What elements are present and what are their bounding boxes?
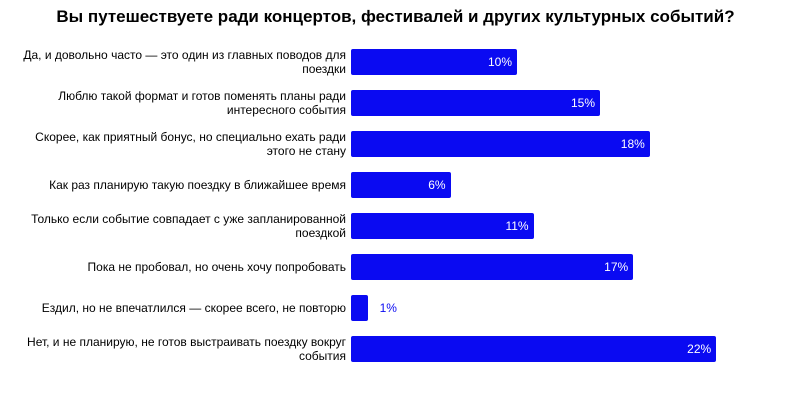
value-label: 6%	[428, 178, 446, 192]
bar	[351, 172, 451, 198]
category-label: Да, и довольно часто — это один из главн…	[23, 48, 346, 76]
bar	[351, 90, 600, 116]
value-label: 18%	[620, 137, 645, 151]
category-label: Люблю такой формат и готов поменять план…	[58, 89, 346, 117]
category-label: Только если событие совпадает с уже запл…	[31, 212, 346, 240]
value-label: 11%	[505, 219, 529, 233]
category-label: Скорее, как приятный бонус, но специальн…	[35, 130, 346, 158]
value-label: 1%	[379, 301, 397, 315]
category-label: Ездил, но не впечатлился — скорее всего,…	[41, 301, 346, 315]
category-label: Как раз планирую такую поездку в ближайш…	[49, 178, 346, 192]
category-label: Нет, и не планирую, не готов выстраивать…	[27, 335, 346, 363]
bar	[351, 213, 534, 239]
bar	[351, 295, 368, 321]
value-label: 10%	[487, 55, 512, 69]
value-label: 15%	[570, 96, 595, 110]
bar	[351, 336, 717, 362]
bar	[351, 49, 517, 75]
value-label: 17%	[604, 260, 629, 274]
bar	[351, 131, 650, 157]
category-label: Пока не пробовал, но очень хочу попробов…	[87, 260, 346, 274]
bar	[351, 254, 634, 280]
value-label: 22%	[687, 342, 712, 356]
chart-title: Вы путешествуете ради концертов, фестива…	[56, 7, 735, 26]
